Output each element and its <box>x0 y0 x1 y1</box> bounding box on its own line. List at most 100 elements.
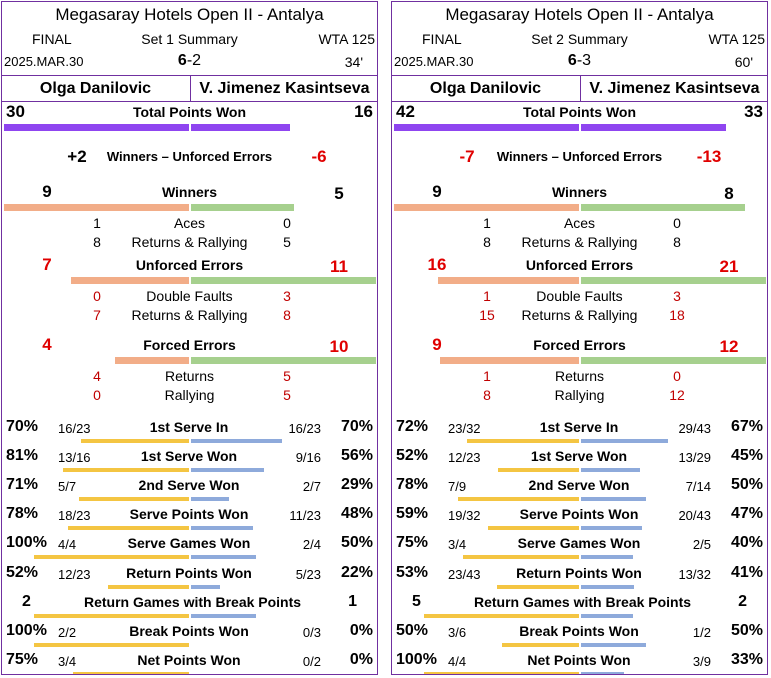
player-names-row: Olga Danilovic V. Jimenez Kasintseva <box>2 75 377 102</box>
stat-1-p2-fraction: 13/29 <box>678 450 711 466</box>
stat-4-label: Serve Games Won <box>517 535 641 552</box>
winners-p2: 5 <box>334 184 344 203</box>
stat-1-label: 1st Serve Won <box>530 448 628 465</box>
round-label: FINAL <box>422 31 462 47</box>
unforced-errors-bar-p2 <box>191 277 376 284</box>
tournament-title: Megasaray Hotels Open II - Antalya <box>55 5 324 24</box>
winners-sub-label: Returns & Rallying <box>131 234 248 250</box>
stat-5-bar-p2 <box>581 584 635 589</box>
stat-4-p1-pct: 75% <box>396 534 429 552</box>
stat-3-p1-pct: 59% <box>396 505 429 523</box>
stat-2-label: 2nd Serve Won <box>528 477 630 494</box>
stat-4-p2-fraction: 2/4 <box>302 537 321 553</box>
player-2-name: V. Jimenez Kasintseva <box>580 76 767 101</box>
unforced-errors-sub-p1: 0 <box>93 288 101 304</box>
unforced-errors-sub-label: Returns & Rallying <box>131 307 248 323</box>
stat-2-p2-pct: 50% <box>730 476 763 494</box>
stat-2-p1-fraction: 5/7 <box>58 479 77 495</box>
set-duration: 34' <box>344 54 363 70</box>
set-summary-label: Set 1 Summary <box>141 31 238 47</box>
stat-4-label: Serve Games Won <box>127 535 251 552</box>
stat-4-bar-p1 <box>462 555 579 560</box>
winners-sub-p1: 8 <box>93 234 101 250</box>
unforced-errors-sub-p2: 18 <box>669 307 685 323</box>
stat-7-bar-p2 <box>581 642 646 647</box>
stat-8-p1-pct: 100% <box>396 650 437 668</box>
stat-0-p1-fraction: 23/32 <box>448 421 481 436</box>
stat-1-p1-fraction: 12/23 <box>448 450 481 466</box>
stat-5-p1-fraction: 12/23 <box>58 566 91 582</box>
unforced-errors-sub-label: Returns & Rallying <box>521 307 638 323</box>
stat-3-bar-p2 <box>191 526 254 531</box>
total-points-p2: 33 <box>744 102 763 121</box>
set-score-rest: -3 <box>576 52 592 69</box>
stat-0-bar-p1 <box>80 439 189 443</box>
forced-errors-sub-p1: 4 <box>93 368 101 384</box>
stat-3-p2-pct: 47% <box>730 505 763 523</box>
unforced-errors-sub-p2: 3 <box>673 288 681 304</box>
winners-sub-label: Aces <box>563 215 596 231</box>
forced-errors-p2: 12 <box>719 337 739 356</box>
stat-0-p1-pct: 72% <box>396 418 429 435</box>
stat-0-p1-pct: 70% <box>6 418 39 435</box>
unforced-errors-p2: 11 <box>330 257 348 276</box>
stat-4-bar-p2 <box>581 555 633 560</box>
winners-label: Winners <box>551 184 608 200</box>
stat-6-p1-pct: 2 <box>22 592 31 610</box>
stat-2-p1-pct: 71% <box>6 476 39 494</box>
forced-errors-bar-p1 <box>440 357 579 364</box>
match-date: 2025.MAR.30 <box>4 54 84 69</box>
unforced-errors-bar-p1 <box>71 277 189 284</box>
total-points-p2: 16 <box>354 102 373 121</box>
stat-8-p2-fraction: 0/2 <box>302 653 321 669</box>
winners-bar-p2 <box>581 204 746 211</box>
tournament-title: Megasaray Hotels Open II - Antalya <box>445 5 714 24</box>
stat-8-bar-p2 <box>581 671 624 674</box>
stat-0-p2-fraction: 29/43 <box>678 421 711 436</box>
stat-6-bar-p1 <box>424 613 579 618</box>
stat-6-p2-pct: 1 <box>348 592 357 610</box>
stat-7-p2-fraction: 0/3 <box>302 624 321 640</box>
unforced-errors-sub-p2: 8 <box>283 307 291 323</box>
forced-errors-p1: 9 <box>432 335 442 354</box>
winners-minus-ue-p1: +2 <box>67 147 87 166</box>
stat-7-p2-fraction: 1/2 <box>692 624 711 640</box>
stat-4-p1-pct: 100% <box>6 534 47 552</box>
stat-8-p2-fraction: 3/9 <box>692 653 711 669</box>
stat-7-p1-pct: 100% <box>6 621 47 639</box>
stat-2-bar-p2 <box>191 497 229 502</box>
unforced-errors-label: Unforced Errors <box>135 257 244 273</box>
stat-6-bar-p2 <box>581 613 633 618</box>
stat-2-p2-pct: 29% <box>340 476 373 494</box>
forced-errors-sub-p1: 8 <box>483 387 491 403</box>
unforced-errors-sub-p1: 1 <box>483 288 491 304</box>
stat-8-label: Net Points Won <box>527 651 631 668</box>
stat-8-p1-fraction: 4/4 <box>448 653 467 669</box>
stat-1-bar-p2 <box>191 468 264 473</box>
stat-1-p1-pct: 81% <box>6 447 39 465</box>
stat-3-p1-fraction: 19/32 <box>448 508 481 524</box>
stat-5-bar-p1 <box>496 584 579 589</box>
stat-1-p1-pct: 52% <box>396 447 429 465</box>
stat-6-bar-p1 <box>34 613 189 618</box>
unforced-errors-p2: 21 <box>719 257 739 276</box>
stat-7-p1-fraction: 2/2 <box>58 624 77 640</box>
total-points-bar-p2 <box>581 124 727 131</box>
unforced-errors-sub-p2: 3 <box>283 288 291 304</box>
winners-sub-p2: 0 <box>673 215 681 231</box>
stat-1-p2-fraction: 9/16 <box>295 450 321 466</box>
winners-bar-p2 <box>191 204 294 211</box>
total-points-bar-p1 <box>4 124 189 131</box>
stat-3-bar-p1 <box>487 526 579 531</box>
stat-7-label: Break Points Won <box>129 622 249 639</box>
forced-errors-sub-label: Returns <box>164 368 215 384</box>
stat-1-p2-pct: 56% <box>340 447 373 465</box>
winners-sub-p2: 5 <box>283 234 291 250</box>
stat-4-p2-fraction: 2/5 <box>692 537 711 553</box>
stat-4-p2-pct: 50% <box>340 534 373 552</box>
stat-0-bar-p2 <box>191 439 282 443</box>
set-2-summary-panel: Megasaray Hotels Open II - Antalya FINAL S… <box>391 1 768 675</box>
stat-5-p2-pct: 41% <box>730 563 763 581</box>
stat-2-p2-fraction: 2/7 <box>302 479 321 495</box>
stat-2-p1-fraction: 7/9 <box>448 479 467 495</box>
